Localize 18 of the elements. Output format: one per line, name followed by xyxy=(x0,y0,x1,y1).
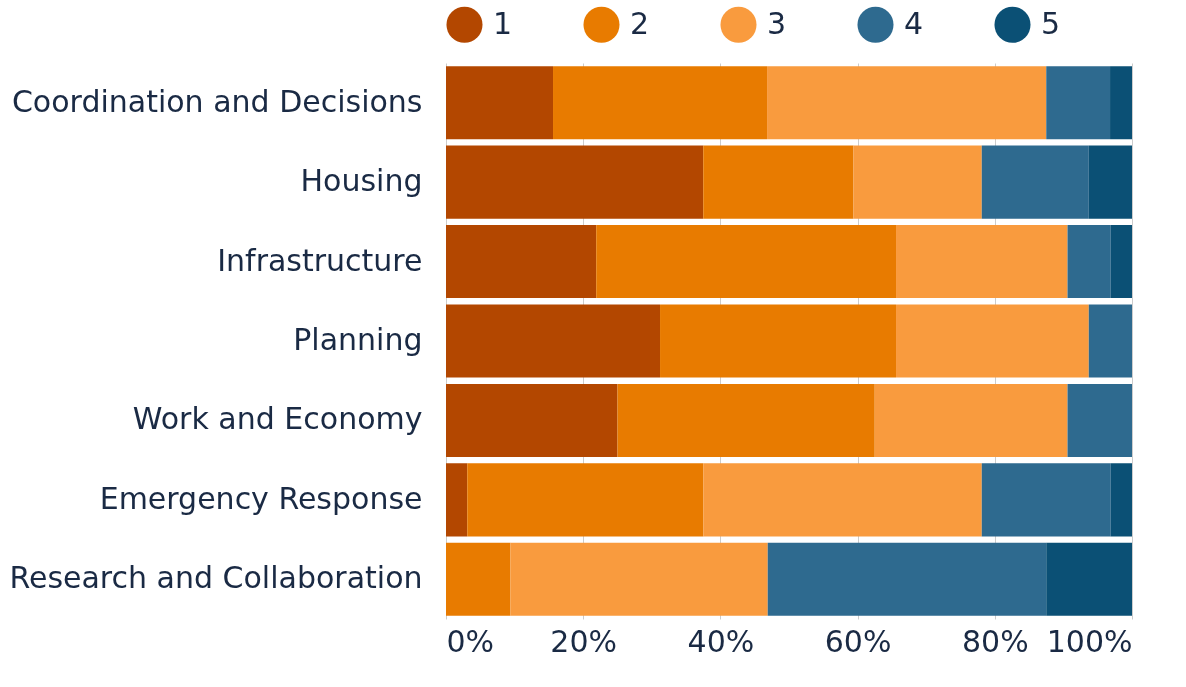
y-tick-label: Emergency Response xyxy=(99,480,423,516)
x-tick-label: 0% xyxy=(446,623,495,659)
y-tick-label: Infrastructure xyxy=(217,242,423,278)
y-tick-label: Work and Economy xyxy=(132,401,423,437)
x-tick-label: 100% xyxy=(1046,623,1133,659)
legend-label: 1 xyxy=(493,5,513,41)
y-tick-label: Coordination and Decisions xyxy=(11,83,423,119)
legend-label: 5 xyxy=(1041,5,1061,41)
y-tick-label: Research and Collaboration xyxy=(9,560,423,596)
x-tick-label: 40% xyxy=(687,623,755,659)
y-tick-label: Planning xyxy=(293,322,423,357)
x-tick-label: 60% xyxy=(824,623,892,659)
legend-label: 3 xyxy=(767,5,787,41)
x-tick-label: 80% xyxy=(961,623,1029,659)
legend-label: 4 xyxy=(904,5,924,41)
x-tick-label: 20% xyxy=(550,623,618,659)
y-tick-label: Housing xyxy=(300,163,423,199)
legend-label: 2 xyxy=(630,5,650,41)
